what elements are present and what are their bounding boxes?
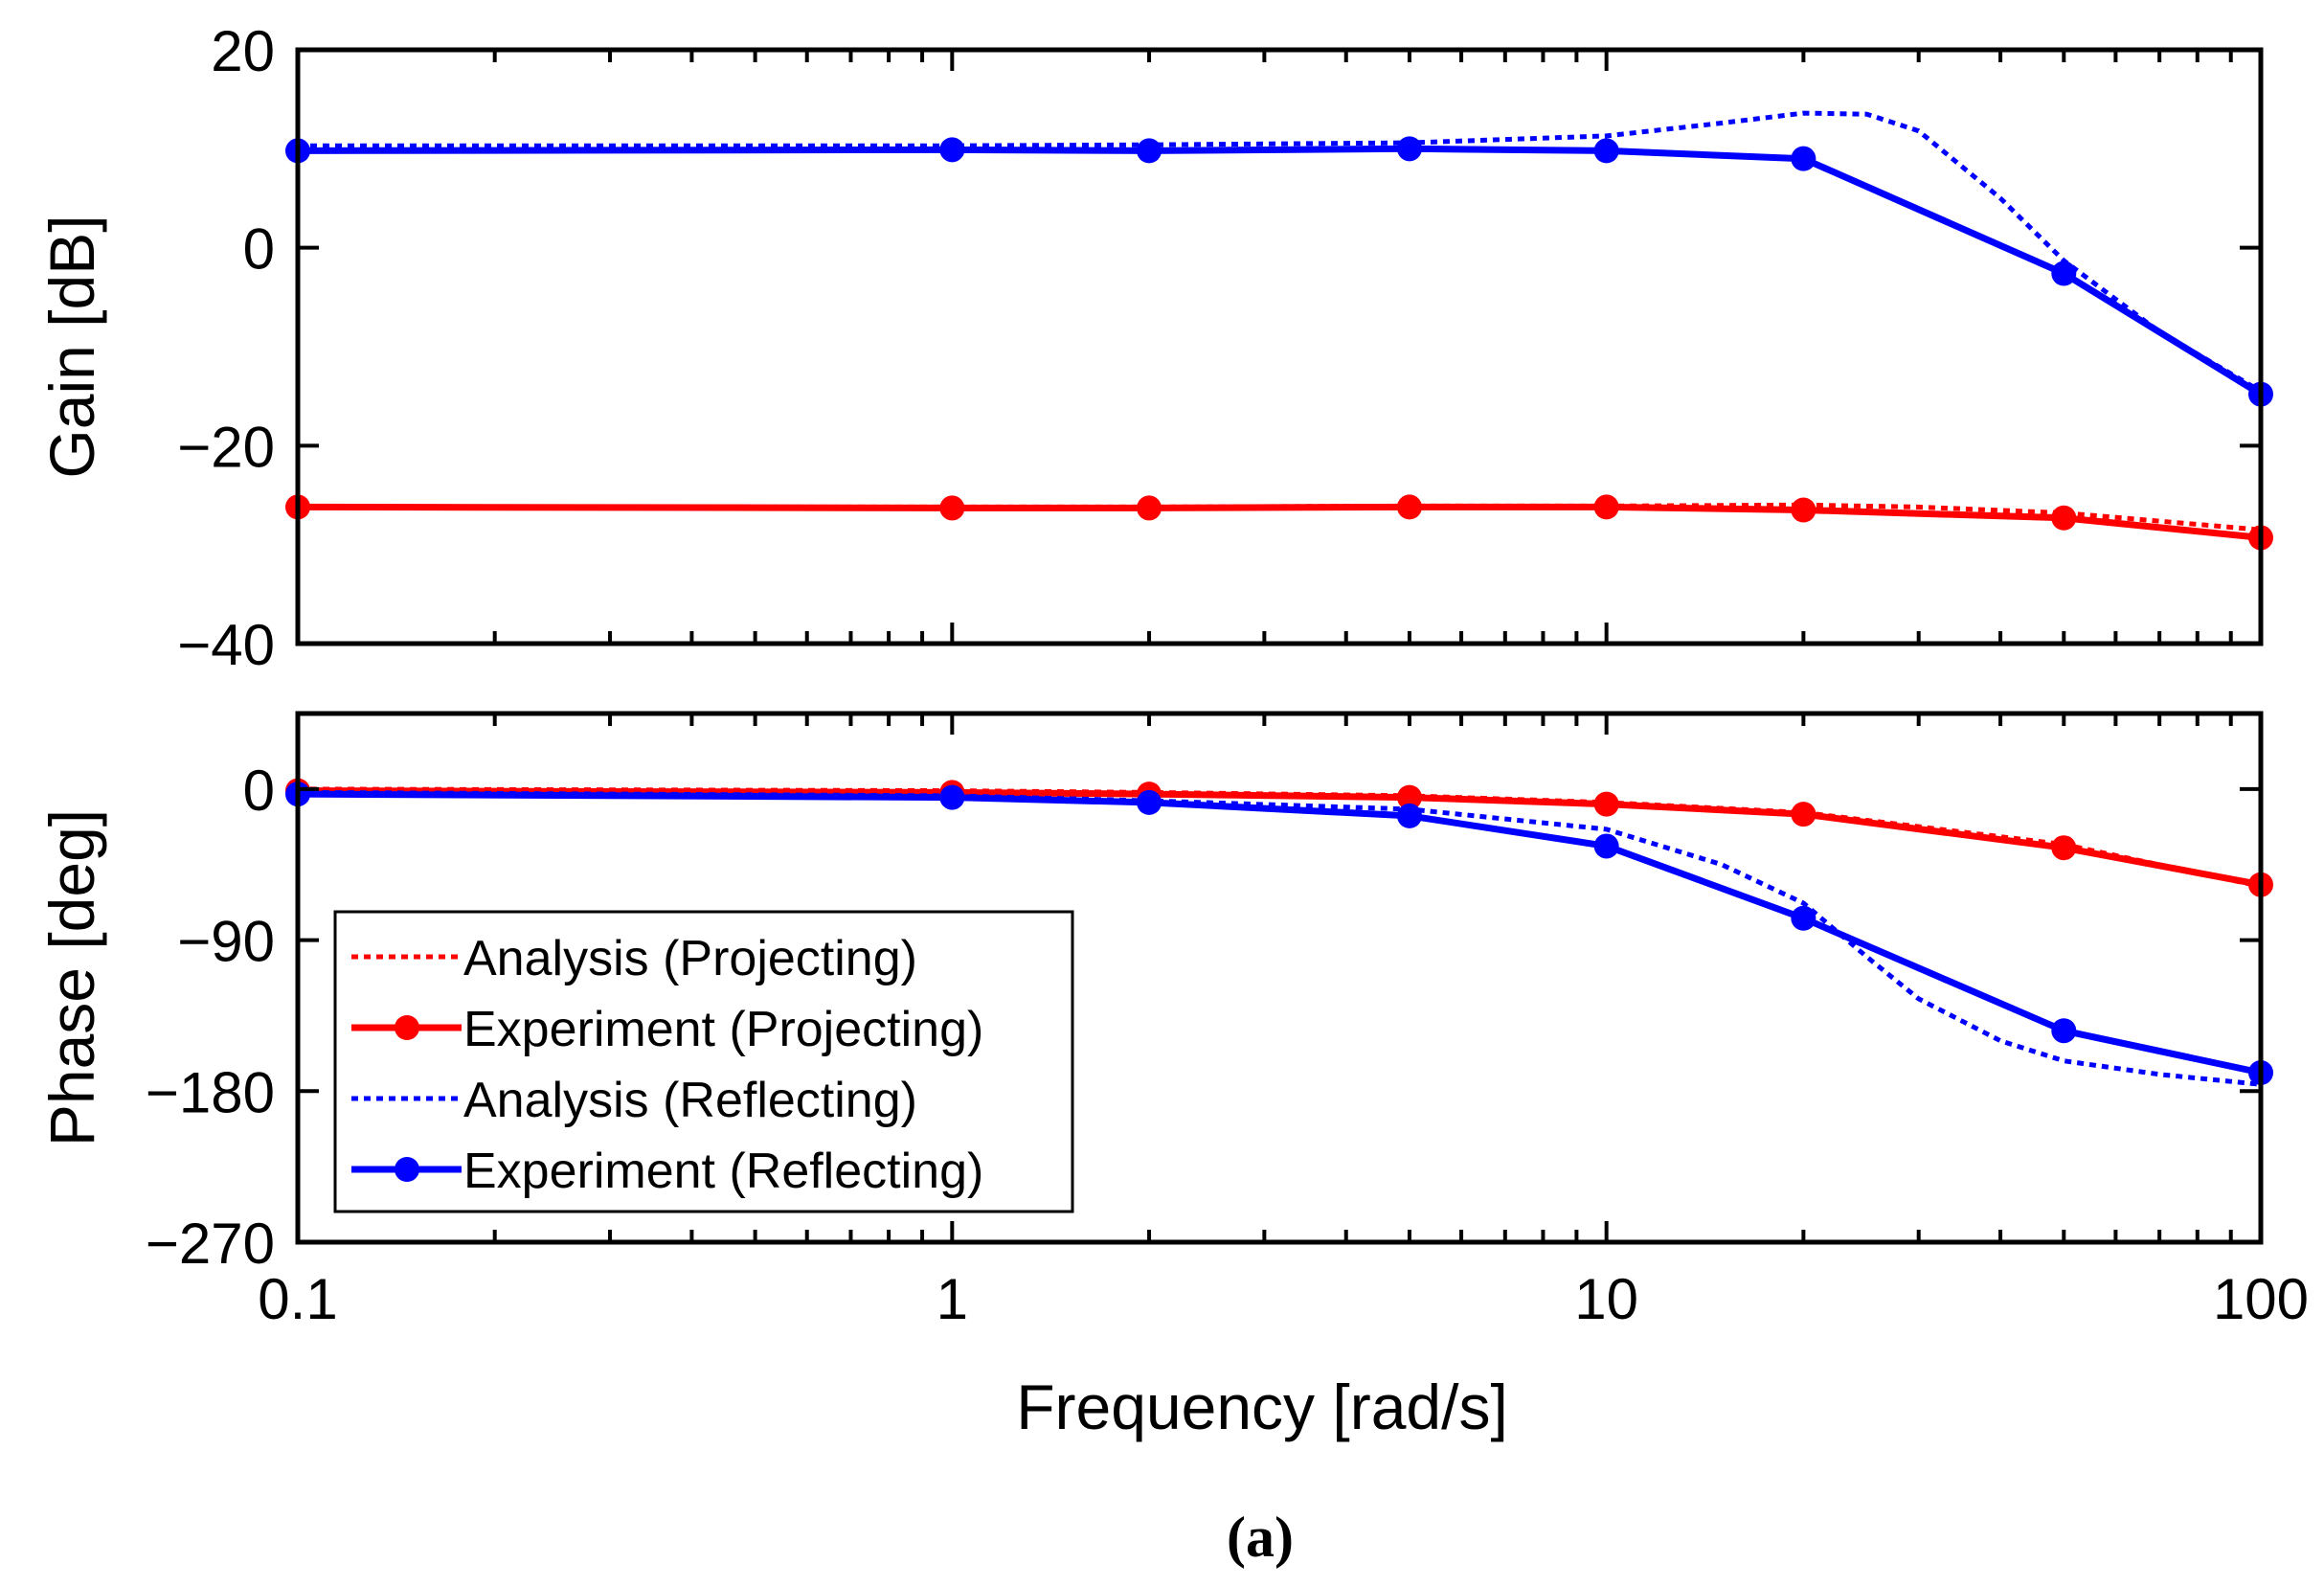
gain-y-ticks: 20 0 −20 −40 bbox=[177, 19, 2261, 677]
legend-label: Experiment (Reflecting) bbox=[463, 1144, 983, 1199]
legend-entry: Experiment (Reflecting) bbox=[351, 1144, 983, 1199]
figure-caption: (a) bbox=[1227, 1506, 1294, 1569]
gain-y-tick-label: 20 bbox=[211, 19, 275, 83]
phase-y-tick-label: −180 bbox=[146, 1060, 275, 1124]
gain-data-point bbox=[939, 137, 965, 163]
phase-data-point bbox=[1396, 803, 1422, 828]
phase-x-ticks bbox=[296, 714, 2263, 1242]
gain-data-point bbox=[1593, 494, 1619, 520]
phase-axes-frame bbox=[295, 711, 2264, 1245]
gain-series-line-4 bbox=[297, 145, 2263, 397]
gain-data-point bbox=[1593, 138, 1619, 164]
gain-panel: 20 0 −20 −40 Gain [dB] bbox=[36, 19, 2273, 677]
gain-axes-frame bbox=[295, 47, 2264, 646]
phase-y-ticks: 0 −90 −180 −270 bbox=[146, 759, 2261, 1276]
gain-data-point bbox=[1396, 136, 1422, 162]
gain-series-group bbox=[285, 110, 2273, 551]
gain-y-axis-label: Gain [dB] bbox=[36, 215, 107, 478]
phase-data-point bbox=[1396, 784, 1422, 810]
phase-y-axis-label: Phase [deg] bbox=[36, 809, 107, 1146]
gain-series-line-3 bbox=[298, 110, 2263, 394]
legend-marker-sample bbox=[395, 1157, 419, 1182]
gain-data-point bbox=[1791, 146, 1816, 171]
gain-y-tick-label: −20 bbox=[177, 415, 275, 479]
legend: Analysis (Projecting) Experiment (Project… bbox=[333, 910, 1074, 1213]
phase-y-tick-label: −270 bbox=[146, 1212, 275, 1276]
phase-y-tick-label: 0 bbox=[243, 759, 275, 823]
phase-data-point bbox=[1791, 802, 1816, 827]
gain-data-point bbox=[1396, 494, 1422, 520]
phase-data-point bbox=[939, 784, 965, 810]
phase-x-tick-labels: 0.1 1 10 100 bbox=[258, 1267, 2309, 1331]
legend-label: Analysis (Projecting) bbox=[463, 931, 917, 986]
gain-data-point bbox=[2051, 261, 2077, 286]
gain-y-tick-label: −40 bbox=[177, 613, 275, 677]
phase-data-point bbox=[2051, 1018, 2077, 1044]
phase-data-point bbox=[1137, 789, 1162, 815]
phase-x-tick-label: 0.1 bbox=[258, 1267, 337, 1331]
legend-entry: Analysis (Projecting) bbox=[351, 931, 917, 986]
phase-y-tick-label: −90 bbox=[177, 910, 275, 974]
gain-series-line-2 bbox=[297, 503, 2262, 541]
phase-series-line-4 bbox=[297, 790, 2262, 1076]
gain-y-tick-label: 0 bbox=[243, 217, 275, 282]
legend-entry: Experiment (Projecting) bbox=[351, 1002, 983, 1057]
phase-x-tick-label: 10 bbox=[1574, 1267, 1638, 1331]
phase-data-point bbox=[1593, 833, 1619, 859]
phase-x-tick-label: 1 bbox=[936, 1267, 968, 1331]
legend-marker-sample bbox=[395, 1015, 419, 1040]
phase-series-group bbox=[285, 778, 2273, 1087]
gain-data-point bbox=[2051, 505, 2077, 531]
gain-data-point bbox=[1137, 138, 1162, 164]
phase-data-point bbox=[1791, 905, 1816, 931]
legend-label: Experiment (Projecting) bbox=[463, 1002, 983, 1057]
gain-data-point bbox=[1137, 495, 1162, 521]
x-axis-label: Frequency [rad/s] bbox=[1016, 1371, 1508, 1442]
legend-entry: Analysis (Reflecting) bbox=[351, 1073, 917, 1128]
gain-data-point bbox=[1791, 497, 1816, 523]
phase-data-point bbox=[1593, 791, 1619, 817]
phase-panel: 0 −90 −180 −270 0.1 1 10 100 Phase [deg] Frequ… bbox=[36, 711, 2309, 1442]
legend-entries: Analysis (Projecting) Experiment (Project… bbox=[351, 931, 983, 1199]
phase-data-point bbox=[2051, 835, 2077, 861]
phase-series-line-2 bbox=[297, 787, 2262, 889]
gain-x-ticks bbox=[296, 50, 2263, 644]
legend-box bbox=[333, 910, 1074, 1213]
gain-data-point bbox=[939, 495, 965, 521]
legend-label: Analysis (Reflecting) bbox=[463, 1073, 917, 1128]
phase-x-tick-label: 100 bbox=[2213, 1267, 2309, 1331]
